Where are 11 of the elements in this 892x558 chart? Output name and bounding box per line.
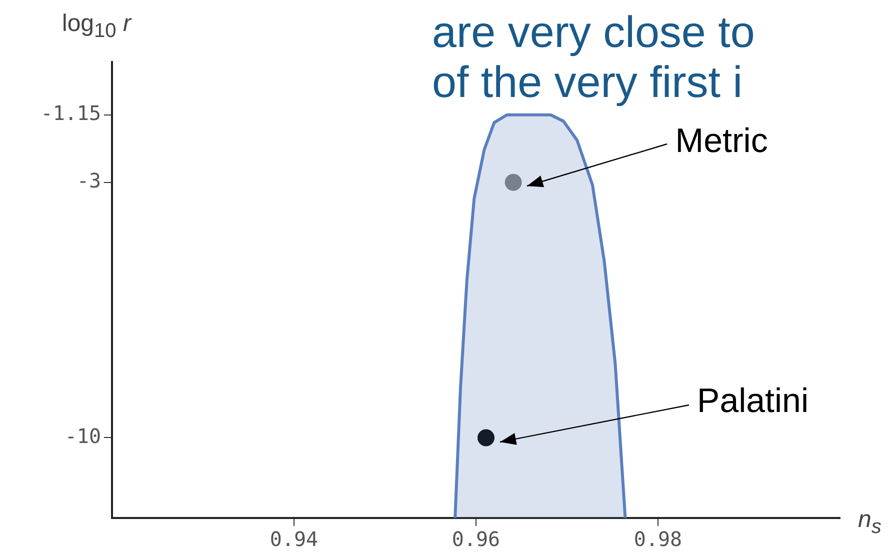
x-tick-label: 0.96	[452, 527, 500, 552]
y-tick-label: -1.15	[40, 101, 101, 126]
y-axis-title: log$_{10}$ r	[62, 10, 131, 43]
y-tick-label: -10	[64, 424, 101, 448]
y-tick-label: -3	[76, 168, 101, 193]
x-tick-label: 0.94	[270, 527, 318, 552]
chart-title: are very close to of the very first i	[432, 8, 755, 108]
text: Palatini	[697, 382, 809, 420]
x-axis-title: n$_{s}$	[858, 506, 882, 539]
x-tick-label: 0.98	[634, 527, 682, 552]
text: Metric	[675, 122, 768, 160]
